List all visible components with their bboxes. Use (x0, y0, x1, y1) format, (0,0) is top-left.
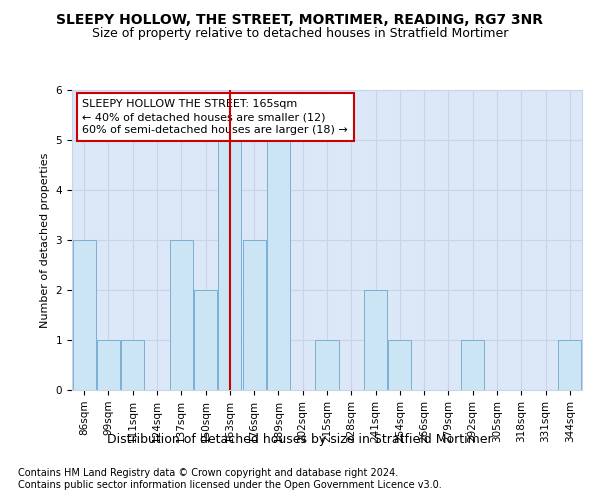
Text: Size of property relative to detached houses in Stratfield Mortimer: Size of property relative to detached ho… (92, 28, 508, 40)
Text: Contains HM Land Registry data © Crown copyright and database right 2024.: Contains HM Land Registry data © Crown c… (18, 468, 398, 477)
Text: Distribution of detached houses by size in Stratfield Mortimer: Distribution of detached houses by size … (107, 432, 493, 446)
Bar (461, 340, 484, 390)
Text: SLEEPY HOLLOW, THE STREET, MORTIMER, READING, RG7 3NR: SLEEPY HOLLOW, THE STREET, MORTIMER, REA… (56, 12, 544, 26)
Bar (73, 240, 95, 390)
Bar (242, 240, 266, 390)
Bar (316, 340, 338, 390)
Bar (121, 340, 144, 390)
Y-axis label: Number of detached properties: Number of detached properties (40, 152, 50, 328)
Bar (559, 340, 581, 390)
Bar (97, 340, 120, 390)
Text: Contains public sector information licensed under the Open Government Licence v3: Contains public sector information licen… (18, 480, 442, 490)
Text: SLEEPY HOLLOW THE STREET: 165sqm
← 40% of detached houses are smaller (12)
60% o: SLEEPY HOLLOW THE STREET: 165sqm ← 40% o… (82, 99, 348, 136)
Bar (388, 340, 412, 390)
Bar (194, 290, 217, 390)
Bar (364, 290, 387, 390)
Bar (267, 140, 290, 390)
Bar (218, 140, 241, 390)
Bar (170, 240, 193, 390)
